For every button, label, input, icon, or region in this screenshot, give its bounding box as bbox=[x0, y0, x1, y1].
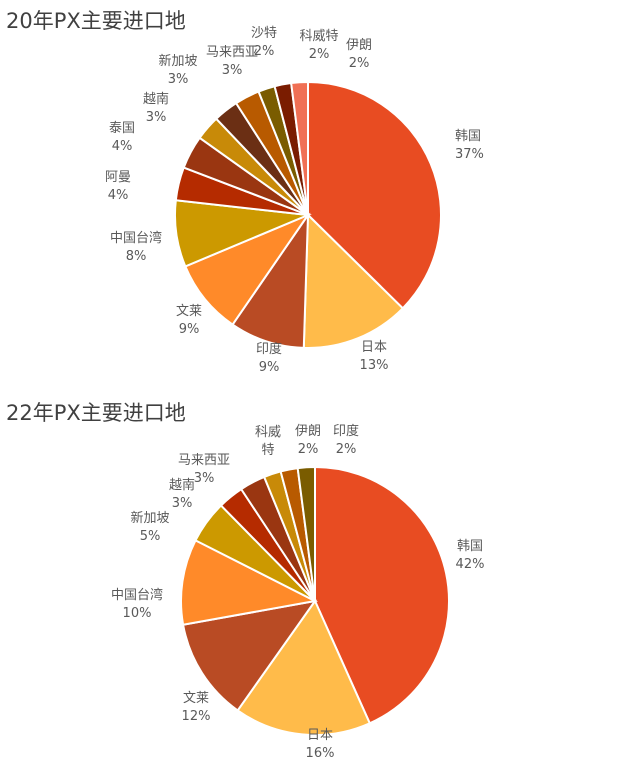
pie-slice-japan bbox=[236, 598, 372, 736]
data-label-iran: 伊朗 2% bbox=[346, 38, 372, 71]
data-label-kuwait: 科威特 2% bbox=[299, 29, 338, 62]
data-label-malaysia: 马来西亚 3% bbox=[178, 453, 230, 486]
pie-slice-korea bbox=[307, 80, 443, 310]
data-label-saudi: 沙特 2% bbox=[251, 26, 277, 59]
data-label-korea: 韩国 37% bbox=[455, 129, 484, 162]
pie-slice-japan bbox=[302, 212, 405, 349]
data-label-vietnam: 越南 3% bbox=[143, 91, 169, 125]
data-label-malaysia: 马来西亚 3% bbox=[206, 45, 258, 78]
data-label-brunei: 文莱 9% bbox=[176, 304, 202, 337]
data-label-oman: 阿曼 4% bbox=[105, 170, 131, 203]
data-label-thailand: 泰国 4% bbox=[109, 121, 135, 154]
data-label-singapore: 新加坡 3% bbox=[158, 53, 197, 87]
chart-title-2020: 20年PX主要进口地 bbox=[6, 9, 186, 33]
pie-slice-brunei bbox=[181, 599, 318, 712]
data-label-taiwan: 中国台湾 10% bbox=[111, 587, 163, 621]
data-label-japan: 日本 13% bbox=[360, 340, 389, 373]
data-label-singapore: 新加坡 5% bbox=[130, 510, 169, 544]
data-label-taiwan: 中国台湾 8% bbox=[110, 230, 162, 264]
data-label-brunei: 文莱 12% bbox=[182, 691, 211, 724]
chart-title-2022: 22年PX主要进口地 bbox=[6, 401, 186, 425]
pie-2020: 韩国 37% 日本 13% 印度 9% 文莱 9% 中国台湾 8% 阿曼 4% 泰国 4% 越南 3% 新加坡 3… bbox=[105, 26, 484, 375]
pie-slice-taiwan bbox=[180, 539, 319, 626]
pie-slice-iran bbox=[290, 80, 309, 216]
data-label-japan: 日本 16% bbox=[306, 728, 335, 761]
data-label-kuwait: 科威特 bbox=[255, 425, 281, 458]
data-label-vietnam: 越南 3% bbox=[169, 477, 195, 511]
pie-slice-india bbox=[296, 465, 316, 602]
data-label-iran: 伊朗 2% bbox=[295, 424, 321, 457]
data-label-korea: 韩国 42% bbox=[456, 539, 485, 572]
data-label-india: 印度 2% bbox=[333, 423, 359, 457]
pie-2022: 韩国 42% 日本 16% 文莱 12% 中国台湾 10% 新加坡 5%越南 3%马来西亚 3% 科威特… bbox=[111, 423, 484, 761]
pie-slice-korea bbox=[314, 465, 451, 725]
data-label-india: 印度 9% bbox=[256, 341, 282, 375]
